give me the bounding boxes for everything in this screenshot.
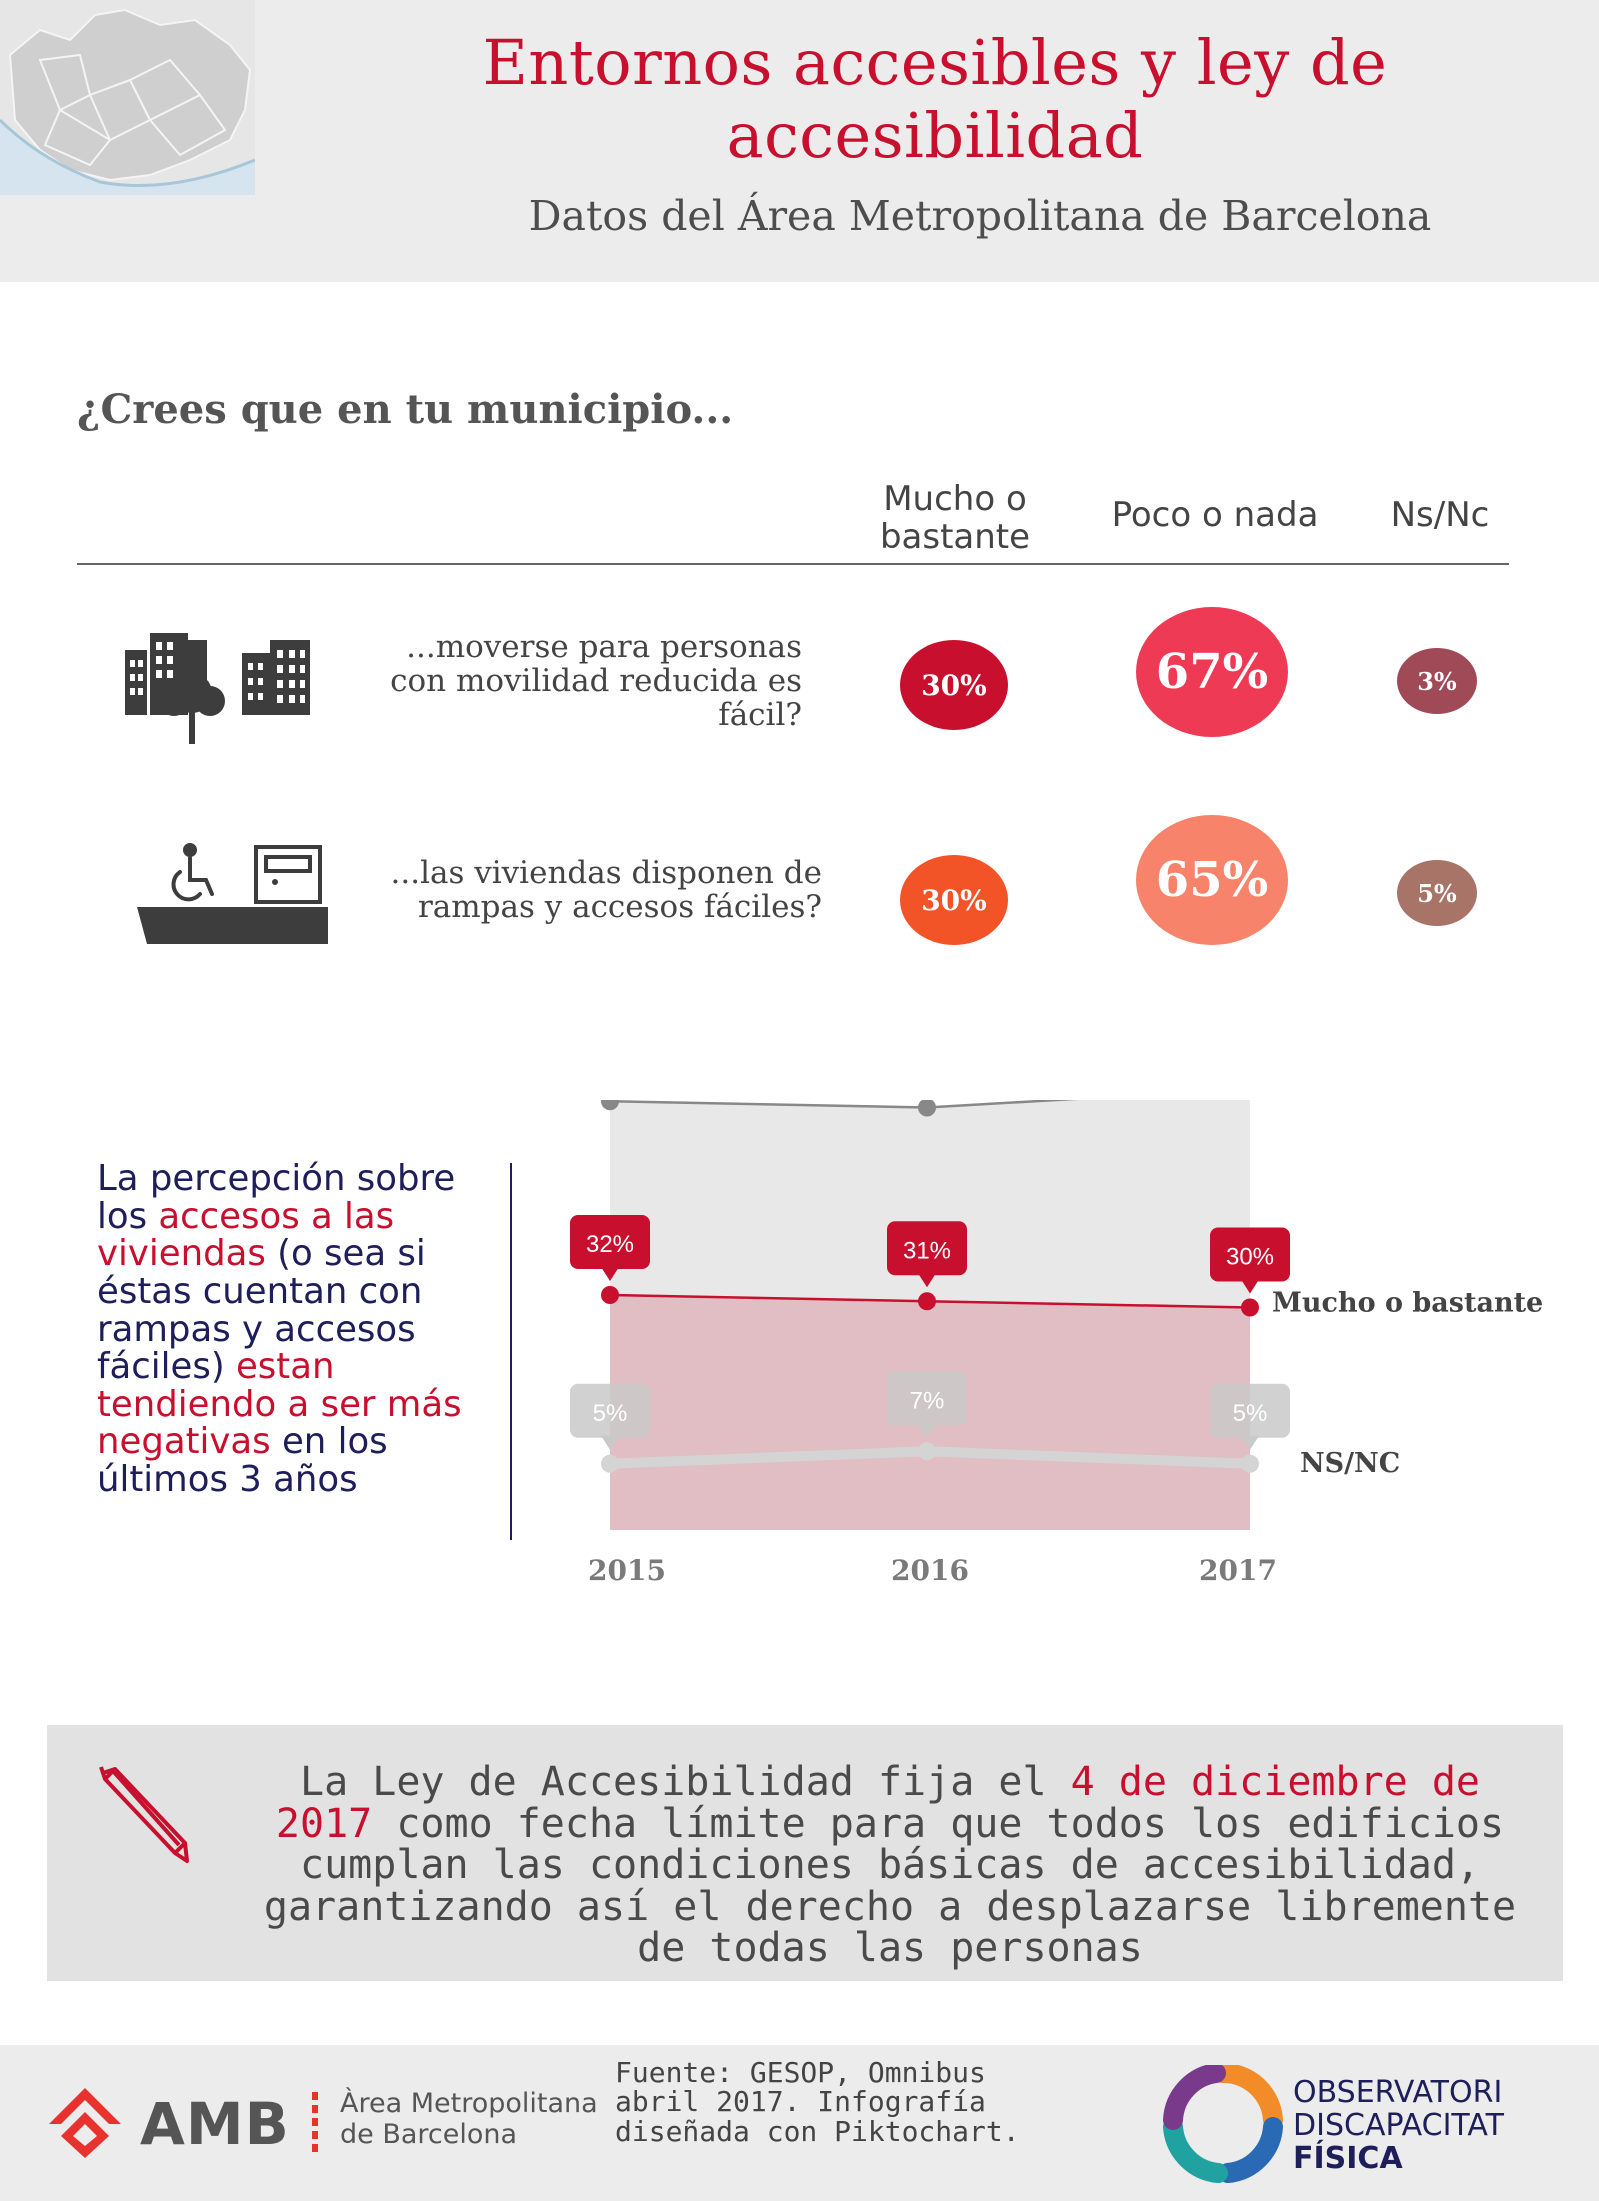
amb-logo-icon <box>45 2088 125 2158</box>
source-note: Fuente: GESOP, Omnibus abril 2017. Infog… <box>615 2056 1020 2148</box>
amb-logo-text: AMB <box>140 2090 290 2158</box>
survey-row-2-text: ...las viviendas disponen de rampas y ac… <box>390 855 822 926</box>
city-buildings-icon <box>122 628 337 748</box>
value-bubble-row1-poco: 67% <box>1136 607 1288 737</box>
column-header-nsnc: Ns/Nc <box>1390 495 1490 535</box>
data-label-box-2-2 <box>1210 1383 1290 1438</box>
data-point-1-2 <box>1241 1298 1259 1317</box>
obs-name-line-3: FÍSICA <box>1293 2141 1403 2176</box>
barcelona-map-image <box>0 0 255 195</box>
obs-name-line-2: DISCAPACITAT <box>1293 2108 1504 2143</box>
data-label-pointer-2-1 <box>918 1423 936 1438</box>
trend-desc-part-1: La percepción sobre los <box>97 1158 456 1237</box>
data-label-box-1-2 <box>1210 1227 1290 1282</box>
series-name-2: NS/NC <box>1300 1448 1400 1479</box>
trend-desc-part-5: en los últimos 3 años <box>97 1421 388 1500</box>
data-point-2-1 <box>918 1442 936 1461</box>
data-label-2-1: 7% <box>910 1387 945 1414</box>
data-point-2-2 <box>1241 1454 1259 1473</box>
x-tick-label-0: 2015 <box>588 1554 666 1587</box>
x-tick-label-1: 2016 <box>891 1554 969 1587</box>
trend-desc-part-4: estan tendiendo a ser más negativas <box>97 1346 462 1463</box>
value-bubble-row1-mucho: 30% <box>900 640 1008 730</box>
data-label-box-2-0 <box>570 1383 650 1438</box>
data-label-1-0: 32% <box>586 1231 634 1258</box>
trend-chart: 63%62%65%Poco o nada32%31%30%Mucho o bas… <box>540 1008 1599 1600</box>
law-callout-box <box>47 1725 1563 1981</box>
data-label-pointer-1-2 <box>1241 1279 1259 1294</box>
data-point-1-1 <box>918 1292 936 1311</box>
header-band <box>0 0 1599 282</box>
data-label-1-1: 31% <box>903 1237 951 1264</box>
trend-chart-svg: 63%62%65%Poco o nada32%31%30%Mucho o bas… <box>570 1008 1543 1587</box>
survey-row-1-text: ...moverse para personas con movilidad r… <box>390 629 802 734</box>
survey-question: ¿Crees que en tu municipio... <box>77 386 734 433</box>
observatori-name: OBSERVATORI DISCAPACITAT FÍSICA <box>1293 2076 1504 2175</box>
page-title: Entornos accesibles y ley de accesibilid… <box>482 26 1388 172</box>
column-header-poco: Poco o nada <box>1111 495 1319 535</box>
pencil-icon <box>95 1765 195 1865</box>
trend-description: La percepción sobre los accesos a las vi… <box>97 1160 507 1499</box>
series-name-0: Poco o nada <box>1290 1100 1472 1106</box>
value-bubble-row2-poco: 65% <box>1136 815 1288 945</box>
data-point-2-0 <box>601 1454 619 1473</box>
data-label-box-1-1 <box>887 1221 967 1276</box>
value-bubble-row1-nsnc: 3% <box>1397 648 1477 714</box>
observatori-logo-icon <box>1158 2062 1288 2183</box>
wheelchair-ramp-door-icon <box>132 842 332 952</box>
obs-name-line-1: OBSERVATORI <box>1293 2075 1503 2110</box>
data-label-pointer-1-1 <box>918 1273 936 1288</box>
value-bubble-row2-nsnc: 5% <box>1397 860 1477 926</box>
trend-desc-part-2: accesos a las viviendas <box>97 1195 395 1275</box>
data-point-1-0 <box>601 1286 619 1304</box>
data-label-box-1-0 <box>570 1215 650 1269</box>
amb-name-line-1: Àrea Metropolitana <box>340 2088 598 2119</box>
series-name-1: Mucho o bastante <box>1272 1288 1543 1319</box>
data-label-pointer-2-2 <box>1241 1435 1259 1450</box>
data-label-2-0: 5% <box>593 1400 628 1427</box>
page-subtitle: Datos del Área Metropolitana de Barcelon… <box>528 192 1432 240</box>
trend-desc-part-3: (o sea si éstas cuentan con rampas y acc… <box>97 1233 426 1388</box>
value-bubble-row2-mucho: 30% <box>900 855 1008 945</box>
data-point-0-1 <box>918 1098 936 1117</box>
amb-full-name: Àrea Metropolitana de Barcelona <box>340 2088 598 2150</box>
amb-separator <box>312 2092 318 2152</box>
law-statement: La Ley de Accesibilidad fija el 4 de dic… <box>240 1759 1540 1972</box>
law-deadline-date: 4 de diciembre de 2017 <box>275 1759 1481 1847</box>
law-text-after: como fecha límite para que todos los edi… <box>263 1800 1517 1972</box>
law-text-before: La Ley de Accesibilidad fija el <box>299 1759 1071 1805</box>
data-label-pointer-1-0 <box>601 1267 619 1281</box>
data-label-pointer-2-0 <box>601 1435 619 1450</box>
data-label-1-2: 30% <box>1226 1244 1274 1271</box>
trend-divider <box>510 1163 512 1540</box>
footer-band <box>0 2045 1599 2201</box>
header-divider <box>77 563 1509 565</box>
x-tick-label-2: 2017 <box>1199 1554 1277 1587</box>
amb-name-line-2: de Barcelona <box>340 2119 518 2151</box>
data-label-box-2-1 <box>887 1371 967 1426</box>
column-header-mucho: Mucho o bastante <box>879 479 1031 558</box>
data-label-2-2: 5% <box>1233 1400 1268 1427</box>
